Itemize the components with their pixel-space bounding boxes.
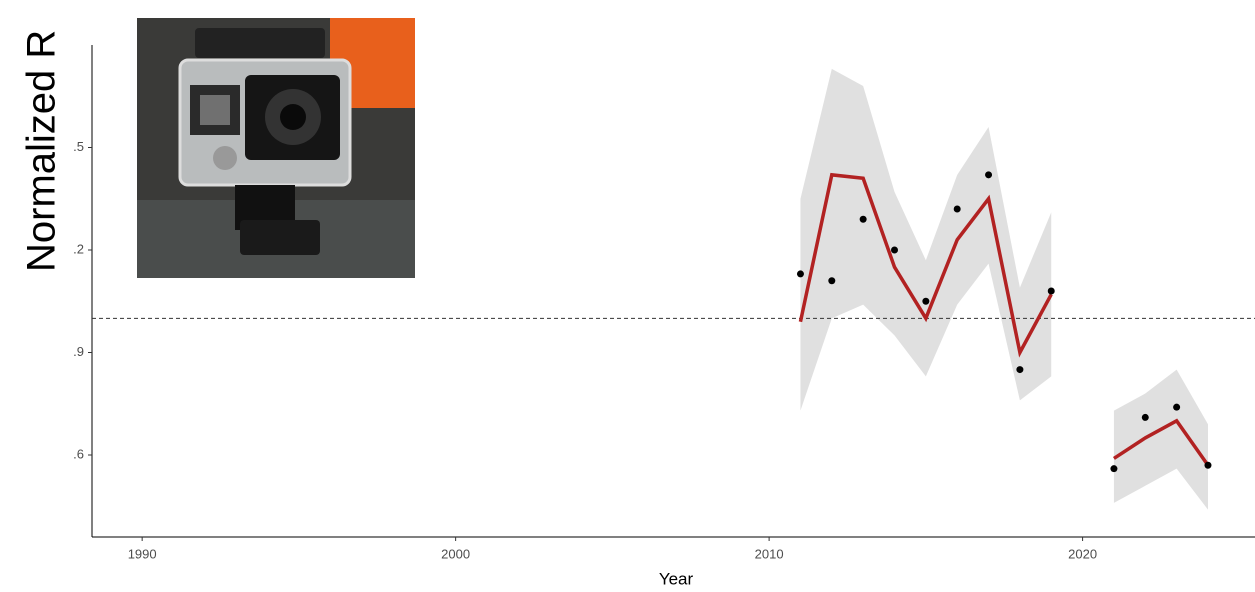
- y-tick-label: .2: [73, 241, 84, 256]
- data-point: [1173, 403, 1181, 411]
- photo: [137, 18, 415, 278]
- x-tick-label: 2000: [441, 546, 470, 561]
- data-point: [1141, 413, 1149, 421]
- data-point: [1110, 465, 1118, 473]
- data-point: [985, 171, 993, 179]
- data-point: [1204, 461, 1212, 469]
- x-tick-label: 2010: [755, 546, 784, 561]
- y-tick-label: .6: [73, 446, 84, 461]
- data-point: [1047, 287, 1055, 295]
- data-point: [859, 215, 867, 223]
- data-point: [922, 297, 930, 305]
- y-tick-label: .9: [73, 344, 84, 359]
- x-axis-label: Year: [659, 569, 694, 588]
- data-point: [953, 205, 961, 213]
- x-tick-label: 1990: [128, 546, 157, 561]
- confidence-band: [800, 68, 1052, 411]
- data-point: [1016, 366, 1024, 374]
- fit-line: [798, 172, 1210, 467]
- data-point: [828, 277, 836, 285]
- confidence-band: [1113, 369, 1208, 510]
- x-tick-label: 2020: [1068, 546, 1097, 561]
- data-point: [796, 270, 804, 278]
- data-point: [891, 246, 899, 254]
- y-tick-label: .5: [73, 139, 84, 154]
- y-axis-label: Normalized R: [20, 30, 64, 272]
